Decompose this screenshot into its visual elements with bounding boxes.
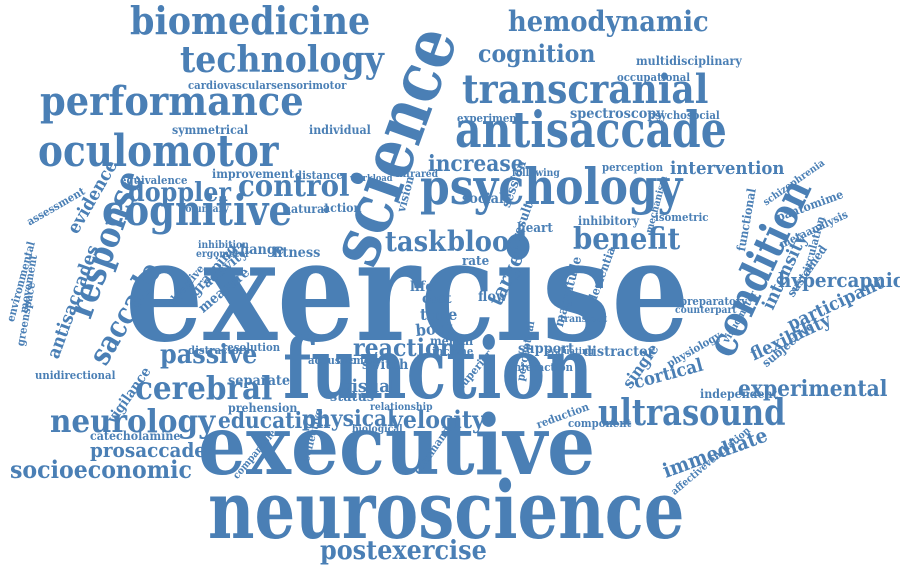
word-exercise: exercise — [125, 210, 690, 374]
word-transient: transient — [560, 314, 608, 325]
word-occupational: occupational — [617, 71, 691, 84]
word-distance: distance — [295, 169, 343, 182]
word-experiment: experiment — [457, 112, 522, 125]
word-distractors: distractors — [188, 344, 250, 357]
word-experimental: experimental — [738, 376, 888, 402]
word-biological: biological — [352, 424, 403, 435]
word-acoustic: acoustic — [308, 354, 356, 367]
word-independent: independent — [700, 387, 778, 401]
word-multidisciplinary: multidisciplinary — [636, 54, 742, 68]
word-improvement: improvement — [212, 167, 295, 181]
word-switch: switch — [362, 357, 409, 373]
word-counterpart: counterpart — [675, 305, 737, 316]
word-biomedicine: biomedicine — [130, 0, 371, 43]
word-separate: separate — [228, 373, 291, 389]
word-isometric: isometric — [655, 211, 709, 224]
word-ergometer: ergometer — [196, 249, 250, 260]
word-antisaccade: antisaccade — [455, 100, 727, 159]
word-relationship: relationship — [370, 402, 433, 413]
word-performance: performance — [40, 78, 304, 125]
word-resolution: resolution — [222, 341, 281, 354]
word-infrared: infrared — [396, 169, 439, 180]
word-oculomotor: oculomotor — [38, 126, 279, 177]
word-technology: technology — [180, 39, 384, 81]
word-individual: individual — [309, 123, 371, 137]
word-executive: executive — [198, 398, 596, 494]
word-symmetrical: symmetrical — [172, 123, 249, 137]
word-cost: cost — [422, 291, 452, 307]
word-workload: workload — [350, 174, 393, 184]
word-blood: blood — [447, 225, 528, 258]
word-task: task — [385, 225, 446, 258]
word-ultrasound: ultrasound — [598, 392, 786, 434]
word-change: change — [232, 242, 285, 258]
word-unidirectional: unidirectional — [35, 369, 116, 382]
word-support: support — [518, 341, 574, 357]
word-neuroscience: neuroscience — [208, 463, 685, 557]
word-inhibitory: inhibitory — [578, 214, 640, 228]
word-cognitive: cognitive — [102, 186, 293, 235]
word-hemodynamic: hemodynamic — [508, 5, 709, 38]
word-cerebral: cerebral — [135, 369, 273, 407]
word-income: income — [432, 345, 474, 358]
word-control: control — [238, 169, 350, 204]
word-catecholamine: catecholamine — [90, 429, 181, 443]
word-memory: memory — [336, 354, 382, 367]
word-heart: heart — [517, 221, 553, 236]
word-mental: mental — [430, 334, 474, 348]
word-evaluating: evaluating — [545, 347, 594, 357]
word-prosaccade: prosaccade — [90, 438, 207, 462]
word-physical: physical — [302, 406, 395, 432]
word-time: time — [420, 305, 458, 324]
word-neurology: neurology — [50, 402, 216, 440]
word-visual: visual — [342, 376, 397, 397]
word-velocity: velocity — [390, 405, 485, 434]
word-rate: rate — [462, 254, 490, 269]
word-psychology: psychology — [420, 157, 683, 216]
word-passive: passive — [160, 340, 258, 370]
word-prehension: prehension — [228, 401, 298, 415]
word-inhibition: inhibition — [198, 240, 249, 251]
word-education: education — [218, 408, 331, 434]
word-action: action — [323, 201, 362, 215]
word-preparatory: preparatory — [680, 295, 748, 308]
word-doppler: doppler — [128, 178, 232, 208]
word-distractor: distractor — [583, 344, 655, 360]
word-flow: flow — [478, 289, 508, 305]
word-increase: increase — [428, 151, 524, 177]
word-natural: natural — [283, 202, 329, 216]
word-benefit: benefit — [573, 222, 681, 257]
word-status: status — [330, 389, 375, 405]
word-cognition: cognition — [478, 39, 596, 68]
word-perception: perception — [602, 161, 664, 174]
word-socioeconomic: socioeconomic — [10, 455, 192, 484]
word-social: social — [462, 191, 504, 207]
word-fitness: fitness — [273, 245, 321, 261]
word-life: life — [410, 279, 434, 295]
word-equivalence: equivalence — [120, 174, 188, 187]
word-intervention: intervention — [670, 158, 785, 179]
word-function: function — [283, 319, 593, 418]
word-voluntary: voluntary — [180, 204, 229, 215]
word-cardiovascularsensorimotor: cardiovascularsensorimotor — [188, 79, 347, 92]
word-interaction: interaction — [510, 361, 574, 374]
word-reaction: reaction — [353, 333, 456, 362]
word-psychosocial: psychosocial — [648, 109, 720, 122]
word-hypercapnic: hypercapnic — [778, 268, 900, 292]
word-following: following — [512, 168, 560, 179]
word-postexercise: postexercise — [320, 536, 487, 566]
word-component: component — [568, 417, 632, 430]
word-spectroscopy: spectroscopy — [570, 106, 664, 122]
word-transcranial: transcranial — [462, 66, 709, 113]
